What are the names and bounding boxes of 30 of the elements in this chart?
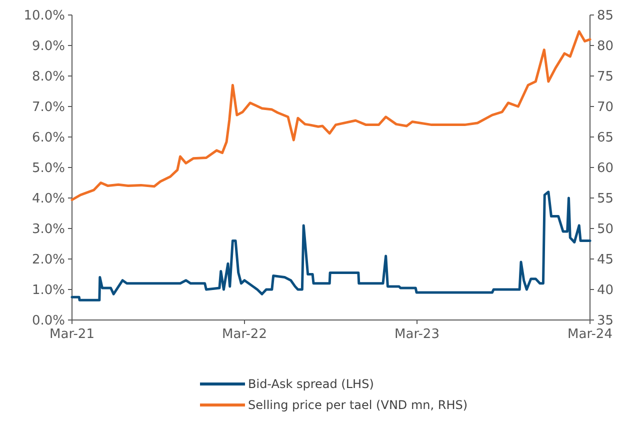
y2-tick-label: 45 [597, 252, 614, 268]
y2-tick-label: 35 [597, 314, 614, 329]
y-tick-label: 6.0% [32, 130, 65, 146]
y-tick-label: 7.0% [32, 100, 65, 116]
y2-tick-label: 85 [597, 8, 614, 24]
legend-label: Bid-Ask spread (LHS) [248, 377, 374, 392]
y2-tick-label: 55 [597, 192, 614, 207]
y2-tick-label: 65 [597, 130, 614, 146]
x-tick-label: Mar-24 [568, 327, 612, 342]
line-series [70, 30, 592, 202]
y2-tick-label: 75 [597, 70, 614, 85]
legend-label: Selling price per tael (VND mn, RHS) [248, 398, 468, 412]
y2-tick-label: 40 [597, 283, 614, 298]
y2-tick-label: 60 [597, 161, 614, 176]
y2-tick-label: 80 [597, 39, 614, 54]
y-tick-label: 8.0% [32, 70, 65, 85]
x-tick-label: Mar-21 [50, 327, 94, 342]
y-tick-label: 1.0% [32, 283, 65, 298]
y2-tick-label: 70 [597, 100, 614, 116]
x-tick-label: Mar-23 [394, 327, 440, 342]
y-tick-label: 4.0% [32, 192, 65, 207]
y-tick-label: 3.0% [32, 222, 65, 238]
x-tick-label: Mar-22 [222, 327, 267, 342]
y-tick-label: 5.0% [32, 161, 65, 176]
y2-tick-label: 50 [597, 222, 614, 238]
y-tick-label: 10.0% [24, 8, 65, 24]
y-tick-label: 0.0% [32, 314, 65, 329]
y-tick-label: 2.0% [32, 252, 65, 268]
line-series [70, 190, 592, 302]
y-tick-label: 9.0% [32, 39, 65, 54]
